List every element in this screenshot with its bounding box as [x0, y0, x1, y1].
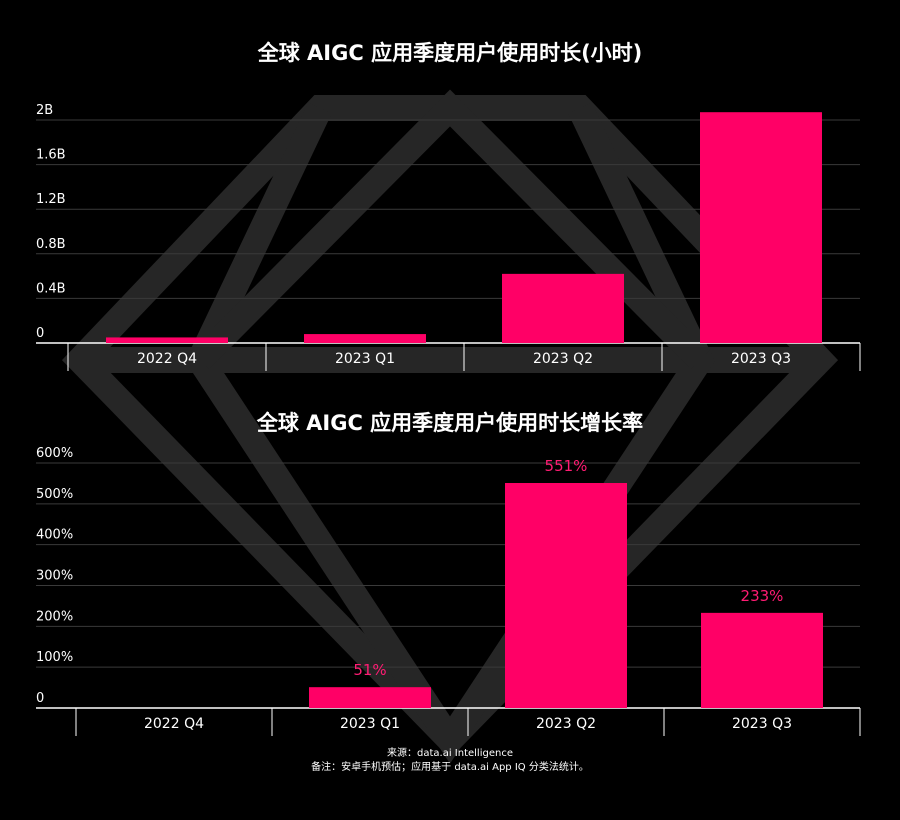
data-label: 51% [353, 661, 386, 679]
bar [304, 334, 426, 343]
bar [106, 337, 228, 343]
y-tick-label: 400% [36, 528, 73, 543]
bar [309, 687, 431, 708]
chart-usage-hours: 全球 AIGC 应用季度用户使用时长(小时) 0 0.4B 0.8B 1.2B 1.6B 2… [36, 41, 861, 371]
footnote-source: 来源：data.ai Intelligence [387, 746, 513, 759]
bar [505, 483, 627, 708]
y-tick-label: 300% [36, 569, 73, 584]
x-tick-label: 2023 Q3 [731, 351, 791, 367]
y-tick-label: 500% [36, 487, 73, 502]
data-label: 233% [741, 587, 784, 605]
y-tick-label: 0.8B [36, 237, 66, 252]
data-label: 551% [545, 457, 588, 475]
x-tick-label: 2022 Q4 [144, 716, 204, 732]
x-tick-label: 2023 Q1 [335, 351, 395, 367]
y-tick-label: 0 [36, 326, 44, 341]
chart-growth-rate: 全球 AIGC 应用季度用户使用时长增长率 0 100% 200% 300% 400% 50… [36, 411, 861, 736]
x-tick-label: 2023 Q2 [536, 716, 596, 732]
footnote-note: 备注：安卓手机预估；应用基于 data.ai App IQ 分类法统计。 [311, 760, 589, 773]
y-tick-label: 2B [36, 103, 53, 118]
chart-title: 全球 AIGC 应用季度用户使用时长增长率 [256, 411, 643, 435]
y-tick-label: 600% [36, 446, 73, 461]
x-tick-label: 2022 Q4 [137, 351, 197, 367]
y-tick-label: 1.6B [36, 148, 66, 163]
x-tick-label: 2023 Q3 [732, 716, 792, 732]
bar [502, 273, 624, 343]
x-tick-label: 2023 Q2 [533, 351, 593, 367]
bar [701, 612, 823, 708]
x-tick-label: 2023 Q1 [340, 716, 400, 732]
bar [700, 112, 822, 343]
y-tick-label: 200% [36, 609, 73, 624]
y-tick-label: 0.4B [36, 281, 66, 296]
y-tick-label: 100% [36, 650, 73, 665]
y-tick-label: 0 [36, 691, 44, 706]
y-tick-label: 1.2B [36, 192, 66, 207]
chart-title: 全球 AIGC 应用季度用户使用时长(小时) [257, 41, 643, 65]
